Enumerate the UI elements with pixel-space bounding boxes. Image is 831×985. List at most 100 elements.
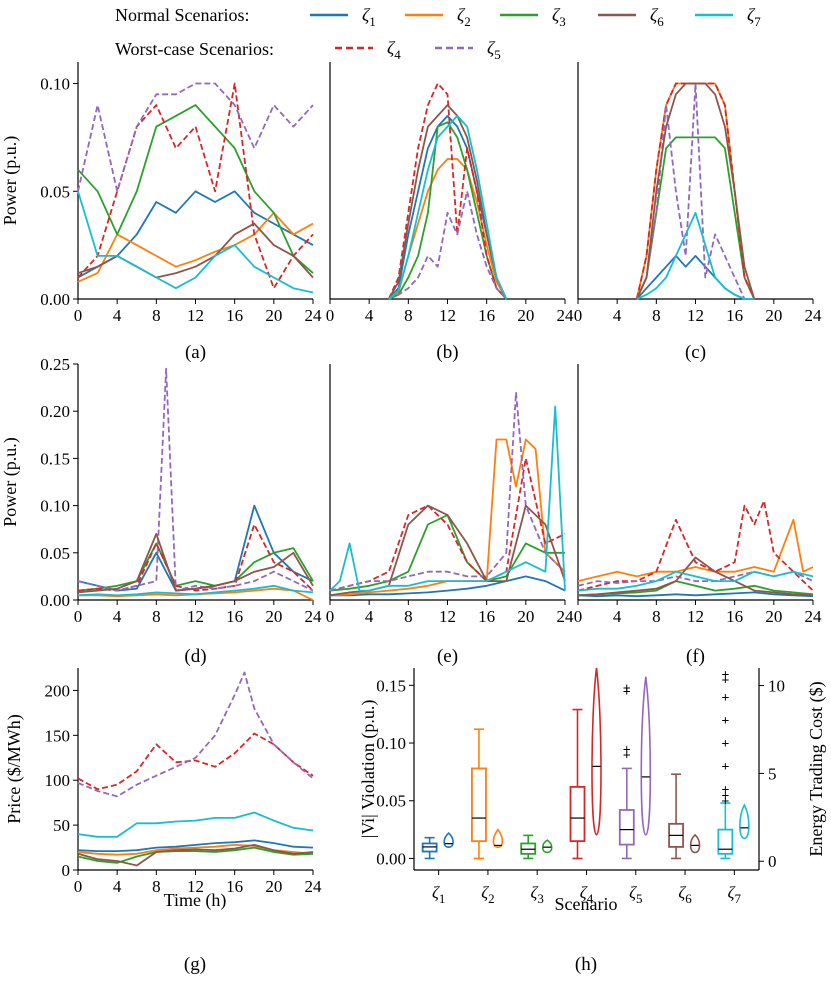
panel-(c): 0 4 8 12 16 20 24 (c) bbox=[574, 62, 822, 363]
series-line-ζ3 bbox=[77, 846, 314, 864]
x-tick-label: ζ6 bbox=[678, 883, 692, 906]
series-line-ζ3 bbox=[577, 580, 814, 597]
y-tick-label: 0.00 bbox=[40, 591, 70, 610]
x-tick-label: 24 bbox=[305, 877, 323, 896]
x-tick-label: 16 bbox=[226, 306, 243, 325]
panel-label: (c) bbox=[685, 342, 706, 363]
x-tick-label: 16 bbox=[226, 877, 243, 896]
x-tick-label: 0 bbox=[74, 607, 83, 626]
y-right-axis-label: Energy Trading Cost ($) bbox=[806, 681, 827, 856]
x-tick-label: 4 bbox=[113, 607, 122, 626]
x-tick-label: 8 bbox=[152, 877, 161, 896]
x-tick-label: 0 bbox=[574, 607, 583, 626]
panel-label: (f) bbox=[686, 646, 705, 667]
box-outlier-ζ7: + bbox=[721, 783, 729, 798]
series-line-ζ3 bbox=[388, 121, 507, 300]
violin-ζ5 bbox=[640, 676, 652, 836]
x-tick-label: ζ1 bbox=[432, 883, 445, 906]
x-tick-label: 4 bbox=[113, 877, 122, 896]
series-line-ζ5 bbox=[388, 190, 507, 300]
x-tick-label: 8 bbox=[652, 306, 661, 325]
series-line-ζ5 bbox=[329, 391, 566, 592]
y-tick-label: 150 bbox=[45, 726, 71, 745]
x-tick-label: 24 bbox=[557, 306, 575, 325]
panel-label: (a) bbox=[185, 342, 206, 363]
series-line-ζ1 bbox=[77, 839, 314, 852]
box-outlier-ζ7: + bbox=[721, 674, 729, 689]
y-tick-label: 0.00 bbox=[376, 849, 406, 868]
x-tick-label: 24 bbox=[805, 306, 823, 325]
y-tick-label: 0.05 bbox=[40, 182, 70, 201]
series-line-ζ1 bbox=[77, 504, 314, 592]
box-ζ4 bbox=[569, 785, 586, 843]
series-line-ζ4 bbox=[387, 82, 507, 300]
x-tick-label: 8 bbox=[152, 306, 161, 325]
y-tick-label: 0.20 bbox=[40, 402, 70, 421]
x-tick-label: ζ3 bbox=[531, 883, 544, 906]
x-tick-label: 4 bbox=[613, 607, 622, 626]
panel-label: (b) bbox=[436, 342, 458, 363]
x-tick-label: 12 bbox=[687, 607, 704, 626]
legend-label-ζ5: ζ5 bbox=[487, 38, 501, 62]
x-tick-label: 12 bbox=[439, 607, 456, 626]
legend-label-ζ2: ζ2 bbox=[457, 5, 471, 29]
y-tick-label: 0.00 bbox=[40, 290, 70, 309]
x-tick-label: 4 bbox=[365, 607, 374, 626]
series-line-ζ5 bbox=[77, 82, 314, 193]
x-tick-label: 0 bbox=[574, 306, 583, 325]
series-line-ζ5 bbox=[577, 570, 814, 587]
box-ζ7 bbox=[717, 828, 734, 855]
y-axis-label: |Vi| Violation (p.u.) bbox=[358, 700, 379, 839]
legend: Normal Scenarios: Worst-case Scenarios: ζ1… bbox=[115, 5, 761, 62]
x-tick-label: 24 bbox=[557, 607, 575, 626]
series-line-ζ6 bbox=[77, 844, 314, 867]
x-tick-label: 16 bbox=[478, 607, 495, 626]
y-tick-label: 0 bbox=[62, 861, 71, 880]
box-outlier-ζ7: + bbox=[721, 714, 729, 729]
panel-label: (h) bbox=[575, 954, 597, 975]
y-tick-label: 0.10 bbox=[40, 75, 70, 94]
x-tick-label: 20 bbox=[765, 306, 782, 325]
box-outlier-ζ5: + bbox=[623, 685, 631, 700]
y-tick-label: 0.15 bbox=[376, 676, 406, 695]
panels: 0 4 8 12 16 20 24 0.00 0.05 0.10 (a) Power (p.u.) 0 4… bbox=[0, 62, 827, 975]
series-line-ζ3 bbox=[77, 104, 314, 274]
y-right-tick-label: 10 bbox=[768, 677, 785, 696]
legend-normal-label: Normal Scenarios: bbox=[115, 5, 249, 25]
panel-(f): 0 4 8 12 16 20 24 (f) bbox=[574, 364, 822, 667]
violin-ζ1 bbox=[443, 832, 454, 848]
y-axis-label: Price ($/MWh) bbox=[4, 714, 25, 823]
x-tick-label: 8 bbox=[404, 306, 413, 325]
series-line-ζ7 bbox=[636, 211, 755, 300]
y-tick-label: 0.25 bbox=[40, 355, 70, 374]
panel-label: (d) bbox=[184, 646, 206, 667]
box-ζ5 bbox=[618, 809, 635, 846]
legend-label-ζ4: ζ4 bbox=[387, 38, 401, 62]
y-tick-label: 0.05 bbox=[376, 792, 406, 811]
series-line-ζ4 bbox=[635, 82, 756, 300]
series-line-ζ1 bbox=[636, 254, 755, 300]
box-outlier-ζ7: + bbox=[721, 789, 729, 804]
y-tick-label: 0.15 bbox=[40, 449, 70, 468]
series-line-ζ6 bbox=[635, 82, 756, 300]
series-line-ζ4 bbox=[329, 457, 566, 592]
x-tick-label: 4 bbox=[113, 306, 122, 325]
x-tick-label: ζ5 bbox=[629, 883, 642, 906]
series-line-ζ6 bbox=[77, 222, 314, 279]
series-line-ζ7 bbox=[577, 570, 814, 592]
x-tick-label: 20 bbox=[517, 306, 534, 325]
y-tick-label: 0.10 bbox=[376, 734, 406, 753]
x-tick-label: 12 bbox=[187, 306, 204, 325]
y-tick-label: 100 bbox=[45, 771, 71, 790]
x-tick-label: 20 bbox=[765, 607, 782, 626]
x-tick-label: 24 bbox=[305, 607, 323, 626]
y-tick-label: 50 bbox=[53, 816, 70, 835]
legend-label-ζ6: ζ6 bbox=[650, 5, 664, 29]
x-tick-label: 0 bbox=[326, 607, 335, 626]
x-tick-label: 12 bbox=[187, 877, 204, 896]
legend-label-ζ1: ζ1 bbox=[362, 5, 376, 29]
legend-label-ζ7: ζ7 bbox=[747, 5, 761, 29]
box-outlier-ζ5: + bbox=[623, 682, 631, 697]
